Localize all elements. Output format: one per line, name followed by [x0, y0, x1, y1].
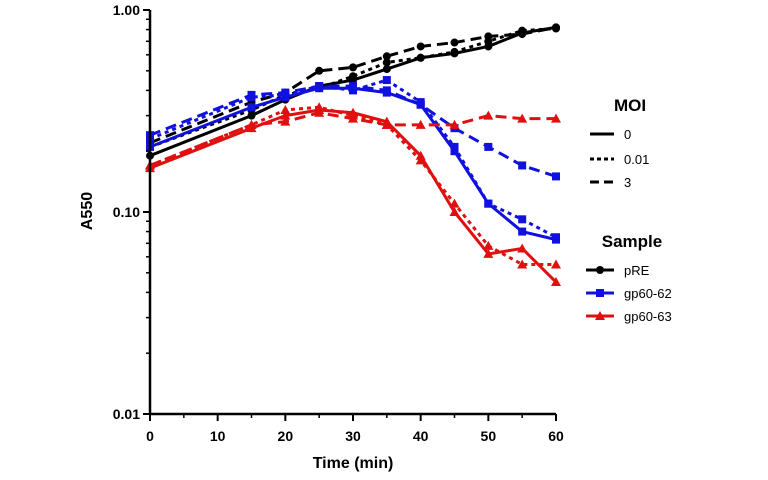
legend-moi-label: 0 — [624, 127, 631, 142]
data-point — [483, 110, 494, 120]
series-pre-moi-0 — [146, 23, 560, 160]
data-point — [552, 23, 560, 32]
data-point — [349, 84, 357, 93]
legend-moi-label: 3 — [624, 175, 631, 190]
data-point — [246, 123, 257, 133]
data-point — [552, 172, 560, 181]
data-point — [415, 150, 426, 160]
data-point — [280, 110, 291, 120]
legend: MOI Sample 0 0.01 3 pRE gp60-62 gp60-63 — [586, 96, 672, 324]
y-axis-label: A550 — [79, 192, 96, 230]
legend-moi-title: MOI — [614, 96, 646, 115]
data-point — [416, 100, 425, 109]
data-point — [483, 240, 494, 250]
data-point — [517, 243, 528, 253]
axes: 0 10 20 30 40 50 60 0.01 0.10 1.00 — [113, 2, 564, 444]
series-gp60-63-moi-0-01 — [145, 102, 561, 269]
data-point — [484, 142, 493, 151]
data-point — [349, 63, 357, 72]
legend-sample-label: gp60-62 — [624, 286, 672, 301]
data-point — [315, 66, 324, 75]
data-point — [551, 259, 561, 269]
x-tick-label: 40 — [413, 428, 429, 444]
x-axis-label: Time (min) — [313, 455, 394, 472]
data-point — [518, 227, 527, 236]
data-point — [247, 103, 256, 112]
data-point — [484, 199, 493, 208]
y-tick-label: 0.10 — [113, 204, 140, 220]
legend-sample-marker — [596, 289, 604, 297]
data-point — [484, 42, 493, 51]
legend-sample-label: gp60-63 — [624, 309, 672, 324]
data-point — [281, 93, 290, 102]
data-point — [450, 38, 459, 47]
y-tick-label: 0.01 — [113, 406, 140, 422]
data-point — [450, 147, 459, 156]
series-line — [149, 108, 558, 284]
x-tick-label: 50 — [481, 428, 497, 444]
data-point — [280, 116, 291, 126]
data-point — [518, 28, 527, 37]
x-tick-label: 0 — [146, 428, 154, 444]
data-point — [449, 207, 460, 216]
data-point — [382, 52, 391, 61]
data-point — [517, 259, 528, 269]
data-point — [416, 53, 425, 62]
y-tick-label: 1.00 — [113, 2, 140, 18]
data-point — [518, 161, 527, 170]
x-tick-label: 30 — [345, 428, 361, 444]
data-point — [382, 76, 391, 85]
data-point — [552, 235, 560, 244]
data-point — [348, 107, 358, 117]
data-point — [517, 113, 528, 123]
x-tick-label: 60 — [548, 428, 564, 444]
data-point — [247, 93, 256, 102]
data-point — [450, 49, 459, 58]
series-gp60-63-moi-0 — [145, 104, 561, 287]
legend-sample-marker — [596, 266, 604, 274]
series-gp60-62-moi-0-01 — [146, 76, 560, 242]
legend-sample-marker — [595, 311, 605, 320]
data-point — [483, 248, 494, 258]
series-line — [149, 78, 557, 239]
data-point — [382, 88, 391, 97]
data-point — [450, 142, 459, 151]
data-point — [382, 65, 391, 74]
data-point — [280, 104, 291, 114]
data-point — [518, 215, 527, 224]
data-point — [381, 116, 392, 126]
legend-moi-label: 0.01 — [624, 152, 649, 167]
data-point — [551, 113, 561, 123]
data-point — [349, 76, 357, 85]
plot-area — [145, 23, 561, 287]
data-point — [315, 84, 324, 93]
data-point — [247, 111, 256, 120]
legend-sample-title: Sample — [602, 232, 662, 251]
data-point — [415, 119, 426, 129]
data-point — [382, 58, 391, 67]
data-point — [416, 42, 425, 51]
x-tick-label: 20 — [278, 428, 294, 444]
data-point — [314, 104, 325, 114]
data-point — [449, 119, 460, 129]
x-tick-label: 10 — [210, 428, 226, 444]
legend-sample-label: pRE — [624, 263, 650, 278]
data-point — [551, 277, 561, 287]
